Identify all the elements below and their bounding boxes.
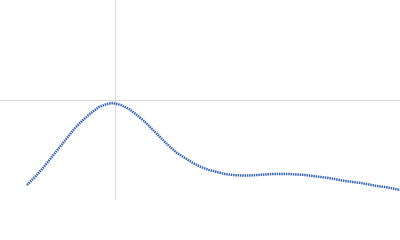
chart [0, 0, 400, 200]
data-line [26, 101, 400, 192]
page: {"chart_data": {"type": "line", "x": [27… [0, 0, 400, 200]
